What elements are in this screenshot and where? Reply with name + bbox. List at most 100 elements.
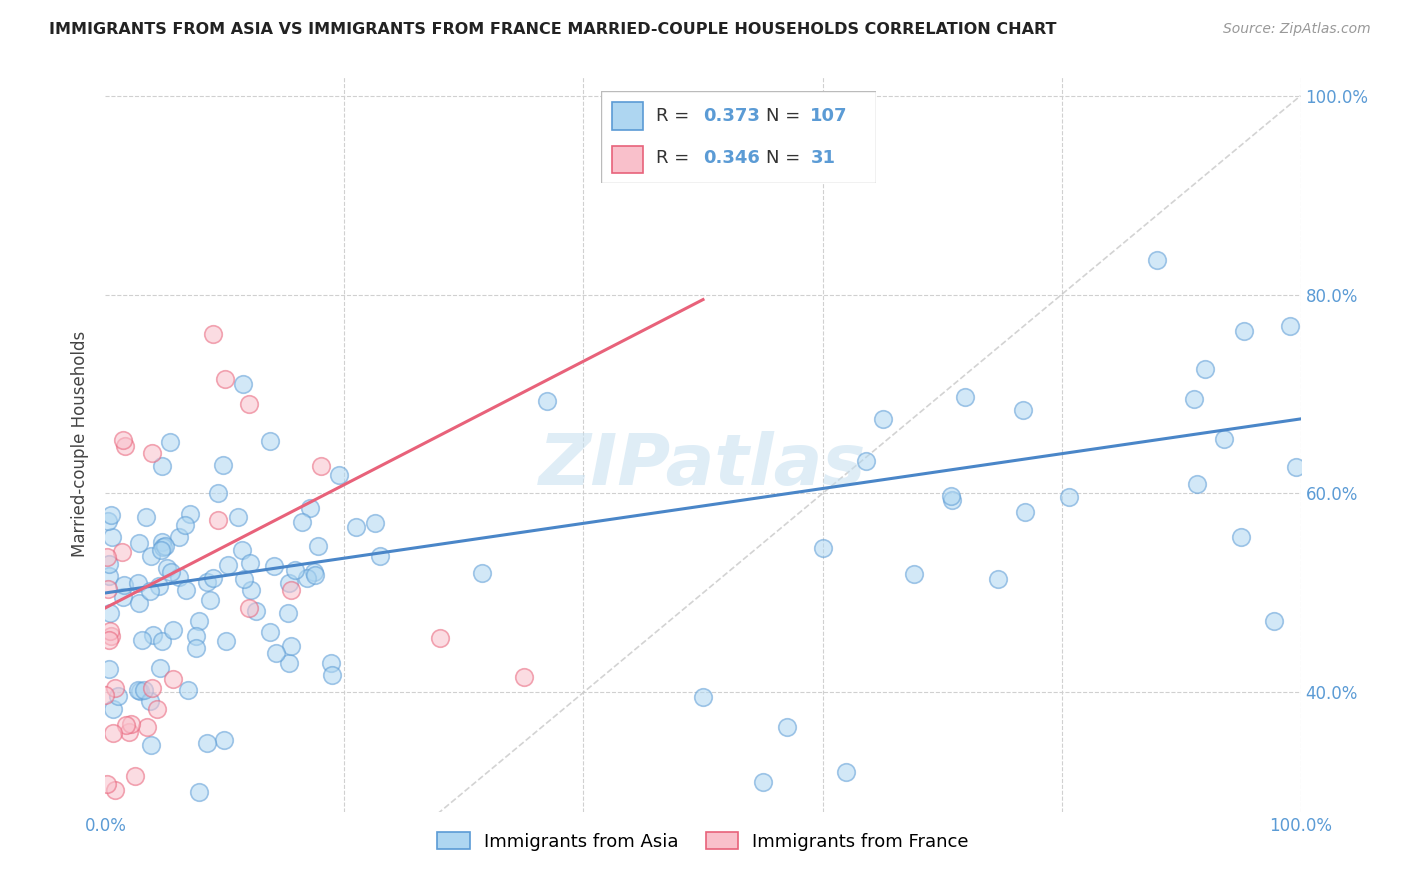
Point: [128, 596, 150, 610]
Point: [111, 544, 134, 558]
Point: [107, 689, 129, 703]
Point: [328, 468, 350, 483]
Point: [114, 439, 136, 453]
Point: [1230, 530, 1253, 544]
Point: [184, 640, 207, 655]
Point: [141, 681, 163, 695]
Point: [835, 764, 858, 779]
Point: [231, 543, 253, 558]
Point: [280, 583, 302, 598]
Point: [233, 572, 256, 586]
Point: [855, 454, 877, 468]
Point: [1194, 362, 1216, 376]
Point: [149, 661, 172, 675]
Point: [321, 668, 343, 682]
Point: [1279, 319, 1302, 334]
Point: [127, 575, 149, 590]
Point: [148, 579, 170, 593]
Point: [96, 777, 118, 791]
Point: [212, 732, 235, 747]
Point: [134, 682, 156, 697]
Point: [101, 702, 124, 716]
Point: [776, 720, 799, 734]
Text: ZIPatlas: ZIPatlas: [540, 432, 866, 500]
Point: [263, 558, 285, 573]
Point: [153, 539, 176, 553]
Point: [903, 567, 925, 582]
Point: [167, 530, 190, 544]
Point: [127, 682, 149, 697]
Point: [1057, 490, 1080, 504]
Point: [97, 514, 120, 528]
Point: [259, 434, 281, 449]
Point: [139, 738, 162, 752]
Point: [364, 516, 387, 530]
Point: [195, 736, 218, 750]
Point: [239, 556, 262, 570]
Point: [188, 615, 211, 629]
Point: [319, 656, 342, 670]
Point: [953, 390, 976, 404]
Point: [142, 628, 165, 642]
Point: [226, 510, 249, 524]
Point: [136, 720, 159, 734]
Point: [240, 583, 263, 598]
Point: [121, 716, 143, 731]
Point: [202, 327, 225, 342]
Point: [217, 558, 239, 573]
Point: [941, 492, 963, 507]
Point: [201, 572, 224, 586]
Point: [264, 646, 287, 660]
Point: [939, 490, 962, 504]
Point: [96, 550, 118, 565]
Point: [200, 592, 222, 607]
Point: [368, 549, 391, 564]
Point: [135, 510, 157, 524]
Text: Source: ZipAtlas.com: Source: ZipAtlas.com: [1223, 22, 1371, 37]
Point: [100, 508, 122, 522]
Point: [304, 568, 326, 582]
Point: [97, 632, 120, 647]
Point: [139, 584, 162, 599]
Point: [174, 583, 197, 598]
Point: [150, 542, 173, 557]
Point: [100, 629, 122, 643]
Point: [101, 726, 124, 740]
Point: [104, 782, 127, 797]
Point: [139, 694, 162, 708]
Point: [169, 570, 191, 584]
Point: [104, 681, 127, 696]
Point: [1185, 477, 1208, 491]
Point: [112, 591, 135, 605]
Point: [283, 563, 305, 577]
Point: [238, 397, 260, 411]
Point: [150, 458, 173, 473]
Point: [291, 516, 314, 530]
Point: [1182, 392, 1205, 407]
Point: [297, 571, 319, 585]
Point: [131, 633, 153, 648]
Point: [160, 565, 183, 579]
Legend: Immigrants from Asia, Immigrants from France: Immigrants from Asia, Immigrants from Fr…: [430, 825, 976, 858]
Point: [471, 566, 494, 580]
Point: [98, 606, 121, 620]
Point: [162, 672, 184, 686]
Point: [112, 433, 135, 447]
Point: [128, 684, 150, 698]
Point: [1146, 252, 1168, 267]
Point: [872, 412, 894, 426]
Point: [214, 372, 236, 386]
Point: [174, 517, 197, 532]
Point: [96, 582, 118, 597]
Point: [98, 569, 121, 583]
Point: [94, 688, 117, 702]
Point: [128, 536, 150, 550]
Point: [232, 377, 254, 392]
Point: [195, 574, 218, 589]
Point: [188, 785, 211, 799]
Point: [1263, 614, 1285, 628]
Point: [98, 558, 121, 572]
Point: [150, 634, 173, 648]
Point: [536, 394, 558, 409]
Text: IMMIGRANTS FROM ASIA VS IMMIGRANTS FROM FRANCE MARRIED-COUPLE HOUSEHOLDS CORRELA: IMMIGRANTS FROM ASIA VS IMMIGRANTS FROM …: [49, 22, 1057, 37]
